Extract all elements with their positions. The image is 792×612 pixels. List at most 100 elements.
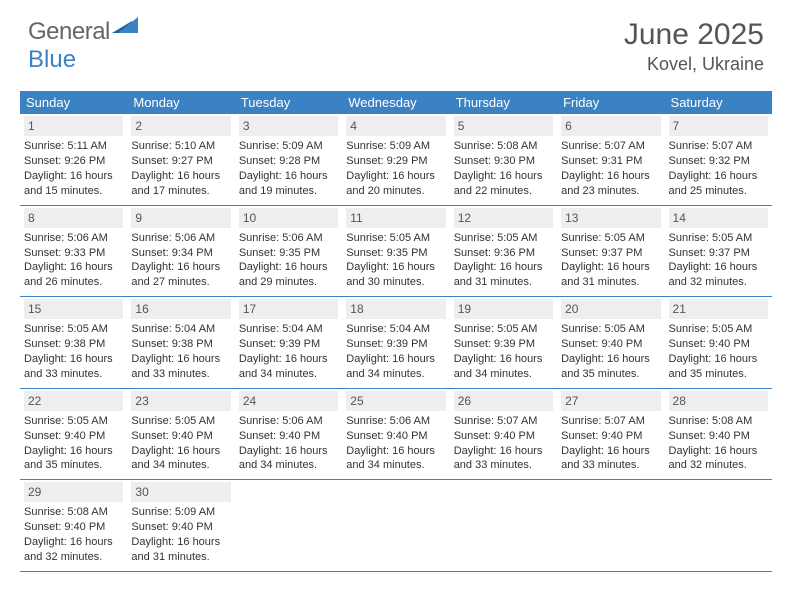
daylight-line-1: Daylight: 16 hours <box>131 352 230 367</box>
day-number: 29 <box>24 482 123 502</box>
daylight-line-2: and 34 minutes. <box>346 458 445 473</box>
day-number: 30 <box>131 482 230 502</box>
daylight-line-1: Daylight: 16 hours <box>239 352 338 367</box>
sunset-line: Sunset: 9:35 PM <box>239 246 338 261</box>
sunrise-line: Sunrise: 5:08 AM <box>454 139 553 154</box>
day-cell: 5Sunrise: 5:08 AMSunset: 9:30 PMDaylight… <box>450 114 557 205</box>
daylight-line-1: Daylight: 16 hours <box>24 260 123 275</box>
day-number: 18 <box>346 299 445 319</box>
day-cell: 26Sunrise: 5:07 AMSunset: 9:40 PMDayligh… <box>450 389 557 480</box>
day-cell: 12Sunrise: 5:05 AMSunset: 9:36 PMDayligh… <box>450 206 557 297</box>
day-number: 15 <box>24 299 123 319</box>
daylight-line-2: and 27 minutes. <box>131 275 230 290</box>
sunset-line: Sunset: 9:37 PM <box>669 246 768 261</box>
day-cell: 27Sunrise: 5:07 AMSunset: 9:40 PMDayligh… <box>557 389 664 480</box>
day-number: 19 <box>454 299 553 319</box>
sunset-line: Sunset: 9:40 PM <box>669 337 768 352</box>
sunrise-line: Sunrise: 5:05 AM <box>454 322 553 337</box>
day-number: 24 <box>239 391 338 411</box>
sunset-line: Sunset: 9:32 PM <box>669 154 768 169</box>
sunrise-line: Sunrise: 5:07 AM <box>454 414 553 429</box>
daylight-line-1: Daylight: 16 hours <box>669 169 768 184</box>
day-cell: 20Sunrise: 5:05 AMSunset: 9:40 PMDayligh… <box>557 297 664 388</box>
week-row: 15Sunrise: 5:05 AMSunset: 9:38 PMDayligh… <box>20 297 772 389</box>
daylight-line-2: and 32 minutes. <box>669 458 768 473</box>
sunset-line: Sunset: 9:40 PM <box>346 429 445 444</box>
daylight-line-1: Daylight: 16 hours <box>346 352 445 367</box>
day-number: 3 <box>239 116 338 136</box>
day-header-cell: Thursday <box>450 91 557 114</box>
day-cell: 18Sunrise: 5:04 AMSunset: 9:39 PMDayligh… <box>342 297 449 388</box>
daylight-line-1: Daylight: 16 hours <box>346 260 445 275</box>
sunset-line: Sunset: 9:38 PM <box>131 337 230 352</box>
day-cell: 15Sunrise: 5:05 AMSunset: 9:38 PMDayligh… <box>20 297 127 388</box>
day-cell: 19Sunrise: 5:05 AMSunset: 9:39 PMDayligh… <box>450 297 557 388</box>
sunrise-line: Sunrise: 5:06 AM <box>24 231 123 246</box>
daylight-line-2: and 33 minutes. <box>454 458 553 473</box>
day-cell: 23Sunrise: 5:05 AMSunset: 9:40 PMDayligh… <box>127 389 234 480</box>
sunset-line: Sunset: 9:35 PM <box>346 246 445 261</box>
month-title: June 2025 <box>624 18 764 52</box>
day-cell: 17Sunrise: 5:04 AMSunset: 9:39 PMDayligh… <box>235 297 342 388</box>
day-cell: 13Sunrise: 5:05 AMSunset: 9:37 PMDayligh… <box>557 206 664 297</box>
daylight-line-1: Daylight: 16 hours <box>131 444 230 459</box>
day-header-cell: Saturday <box>665 91 772 114</box>
sunset-line: Sunset: 9:39 PM <box>346 337 445 352</box>
week-row: 8Sunrise: 5:06 AMSunset: 9:33 PMDaylight… <box>20 206 772 298</box>
day-cell: 29Sunrise: 5:08 AMSunset: 9:40 PMDayligh… <box>20 480 127 571</box>
day-number: 9 <box>131 208 230 228</box>
daylight-line-2: and 34 minutes. <box>239 458 338 473</box>
daylight-line-1: Daylight: 16 hours <box>454 169 553 184</box>
daylight-line-1: Daylight: 16 hours <box>24 169 123 184</box>
day-cell: 1Sunrise: 5:11 AMSunset: 9:26 PMDaylight… <box>20 114 127 205</box>
day-cell: 21Sunrise: 5:05 AMSunset: 9:40 PMDayligh… <box>665 297 772 388</box>
daylight-line-2: and 35 minutes. <box>561 367 660 382</box>
daylight-line-1: Daylight: 16 hours <box>561 260 660 275</box>
day-number: 20 <box>561 299 660 319</box>
daylight-line-2: and 35 minutes. <box>669 367 768 382</box>
sunrise-line: Sunrise: 5:05 AM <box>561 231 660 246</box>
day-cell: 7Sunrise: 5:07 AMSunset: 9:32 PMDaylight… <box>665 114 772 205</box>
day-cell: 3Sunrise: 5:09 AMSunset: 9:28 PMDaylight… <box>235 114 342 205</box>
day-header-row: SundayMondayTuesdayWednesdayThursdayFrid… <box>20 91 772 114</box>
day-number: 25 <box>346 391 445 411</box>
day-cell: 30Sunrise: 5:09 AMSunset: 9:40 PMDayligh… <box>127 480 234 571</box>
day-cell: 10Sunrise: 5:06 AMSunset: 9:35 PMDayligh… <box>235 206 342 297</box>
sunrise-line: Sunrise: 5:06 AM <box>131 231 230 246</box>
day-cell: 4Sunrise: 5:09 AMSunset: 9:29 PMDaylight… <box>342 114 449 205</box>
sunrise-line: Sunrise: 5:05 AM <box>669 231 768 246</box>
day-number: 22 <box>24 391 123 411</box>
daylight-line-1: Daylight: 16 hours <box>239 169 338 184</box>
sunrise-line: Sunrise: 5:09 AM <box>131 505 230 520</box>
daylight-line-2: and 25 minutes. <box>669 184 768 199</box>
title-block: June 2025 Kovel, Ukraine <box>624 18 764 75</box>
daylight-line-2: and 29 minutes. <box>239 275 338 290</box>
daylight-line-2: and 19 minutes. <box>239 184 338 199</box>
sunset-line: Sunset: 9:39 PM <box>239 337 338 352</box>
day-cell: 2Sunrise: 5:10 AMSunset: 9:27 PMDaylight… <box>127 114 234 205</box>
day-number: 14 <box>669 208 768 228</box>
day-number: 21 <box>669 299 768 319</box>
daylight-line-1: Daylight: 16 hours <box>669 260 768 275</box>
day-number: 26 <box>454 391 553 411</box>
day-cell: 11Sunrise: 5:05 AMSunset: 9:35 PMDayligh… <box>342 206 449 297</box>
logo-icon <box>112 14 138 42</box>
day-number: 12 <box>454 208 553 228</box>
day-cell: 9Sunrise: 5:06 AMSunset: 9:34 PMDaylight… <box>127 206 234 297</box>
sunset-line: Sunset: 9:40 PM <box>561 337 660 352</box>
day-number: 5 <box>454 116 553 136</box>
day-cell: 16Sunrise: 5:04 AMSunset: 9:38 PMDayligh… <box>127 297 234 388</box>
sunrise-line: Sunrise: 5:07 AM <box>561 139 660 154</box>
daylight-line-2: and 33 minutes. <box>131 367 230 382</box>
daylight-line-1: Daylight: 16 hours <box>669 444 768 459</box>
sunrise-line: Sunrise: 5:05 AM <box>454 231 553 246</box>
empty-cell <box>342 480 449 571</box>
daylight-line-1: Daylight: 16 hours <box>454 352 553 367</box>
day-cell: 14 Sunrise: 5:05 AMSunset: 9:37 PMDayligh… <box>665 206 772 297</box>
sunset-line: Sunset: 9:40 PM <box>24 429 123 444</box>
day-number: 16 <box>131 299 230 319</box>
daylight-line-2: and 33 minutes. <box>561 458 660 473</box>
sunrise-line: Sunrise: 5:05 AM <box>24 414 123 429</box>
daylight-line-2: and 15 minutes. <box>24 184 123 199</box>
daylight-line-1: Daylight: 16 hours <box>24 535 123 550</box>
